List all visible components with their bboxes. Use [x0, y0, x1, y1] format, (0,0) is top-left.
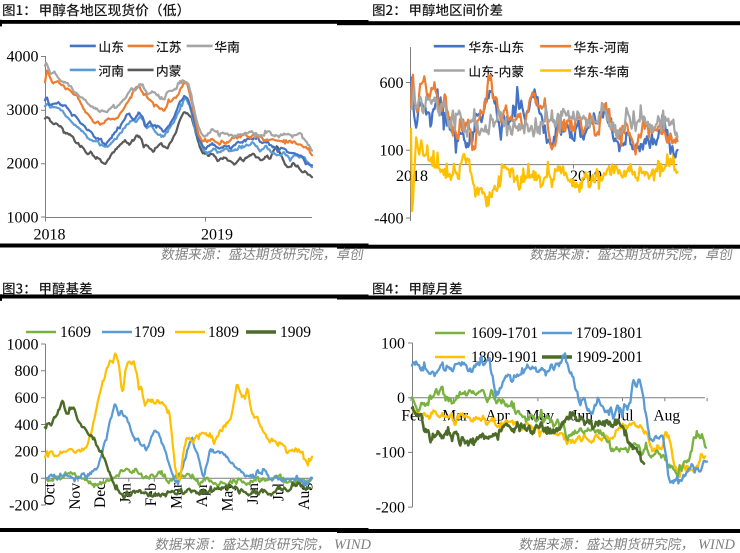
svg-text:4000: 4000	[7, 48, 39, 65]
svg-text:2019: 2019	[201, 227, 233, 244]
svg-text:600: 600	[15, 390, 39, 407]
svg-text:Aug: Aug	[296, 483, 313, 510]
svg-text:Apr: Apr	[194, 482, 211, 507]
svg-text:400: 400	[15, 417, 39, 434]
svg-text:Mar: Mar	[442, 408, 469, 425]
svg-text:0: 0	[31, 471, 39, 488]
svg-text:-400: -400	[374, 210, 403, 227]
svg-text:1609-1701: 1609-1701	[471, 325, 538, 342]
svg-text:Dec: Dec	[92, 483, 109, 508]
svg-text:WIND: WIND	[698, 537, 736, 553]
svg-text:1000: 1000	[7, 209, 39, 226]
svg-text:-200: -200	[376, 499, 405, 516]
svg-text:100: 100	[381, 335, 405, 352]
svg-text:-100: -100	[376, 445, 405, 462]
svg-text:800: 800	[15, 363, 39, 380]
svg-text:1809: 1809	[208, 324, 239, 341]
svg-text:100: 100	[380, 143, 404, 160]
svg-text:2000: 2000	[7, 156, 39, 173]
svg-text:Aug: Aug	[653, 408, 680, 425]
svg-text:1709: 1709	[134, 324, 165, 341]
svg-text:1909: 1909	[280, 324, 311, 341]
svg-text:3000: 3000	[7, 102, 39, 119]
svg-text:2018: 2018	[34, 227, 66, 244]
svg-text:1809-1901: 1809-1901	[471, 349, 538, 366]
svg-text:May: May	[220, 483, 237, 512]
svg-text:Mar: Mar	[169, 482, 186, 509]
svg-text:1000: 1000	[7, 336, 39, 353]
svg-text:1909-2001: 1909-2001	[576, 349, 643, 366]
svg-text:0: 0	[397, 390, 405, 407]
svg-text:Oct: Oct	[41, 482, 58, 505]
svg-text:600: 600	[380, 75, 404, 92]
svg-text:200: 200	[15, 444, 39, 461]
svg-text:1709-1801: 1709-1801	[576, 325, 643, 342]
svg-text:1609: 1609	[60, 324, 91, 341]
svg-text:-200: -200	[9, 497, 38, 514]
svg-text:WIND: WIND	[334, 537, 372, 553]
svg-text:Nov: Nov	[67, 483, 84, 510]
